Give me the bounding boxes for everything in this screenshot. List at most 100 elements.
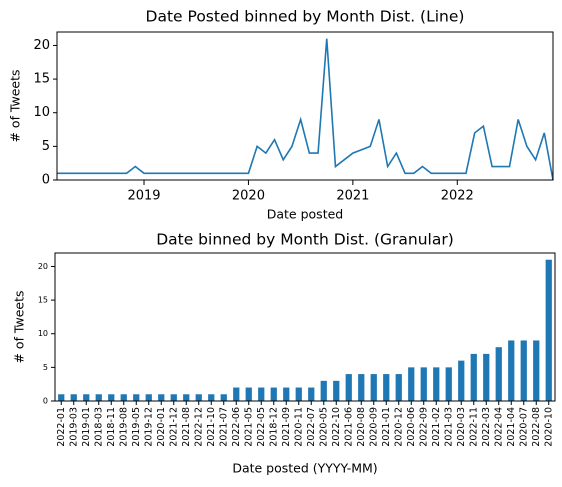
y-tick-label: 15 xyxy=(33,72,50,87)
y-tick-label: 5 xyxy=(43,363,48,372)
chart-title: Date Posted binned by Month Dist. (Line) xyxy=(146,8,465,26)
x-tick-label: 2019-12 xyxy=(143,407,154,447)
x-tick-label: 2022-12 xyxy=(193,407,204,447)
x-tick-label: 2021-04 xyxy=(506,407,517,447)
bar xyxy=(545,259,552,401)
bar xyxy=(445,367,452,401)
x-tick-label: 2022-11 xyxy=(468,407,479,447)
x-tick-label: 2021-05 xyxy=(243,407,254,447)
bar xyxy=(120,394,127,401)
x-tick-label: 2022-07 xyxy=(306,407,317,447)
bar xyxy=(220,394,227,401)
bar xyxy=(420,367,427,401)
line xyxy=(57,38,554,181)
x-tick-label: 2018-12 xyxy=(268,407,279,447)
plot-frame xyxy=(54,252,556,402)
x-tick-label: 2020-01 xyxy=(156,407,167,447)
x-tick-label: 2019-01 xyxy=(81,407,92,447)
bar xyxy=(458,360,465,401)
x-tick-label: 2022-03 xyxy=(481,407,492,447)
bar xyxy=(345,374,352,401)
y-tick-label: 20 xyxy=(38,262,48,271)
x-tick-label: 2020 xyxy=(232,189,265,204)
bar xyxy=(108,394,115,401)
x-tick-label: 2020-10 xyxy=(543,407,554,447)
y-tick-label: 5 xyxy=(42,139,50,154)
bar xyxy=(383,374,390,401)
x-tick-label: 2020-09 xyxy=(368,407,379,447)
bar xyxy=(333,380,340,401)
bar xyxy=(520,340,527,401)
x-tick-label: 2022-04 xyxy=(493,407,504,447)
bar xyxy=(370,374,377,401)
x-tick-label: 2022-05 xyxy=(256,407,267,447)
bar xyxy=(233,387,240,401)
y-tick-label: 0 xyxy=(42,173,50,188)
x-tick-label: 2022-10 xyxy=(331,407,342,447)
bar xyxy=(470,353,477,401)
plot-frame xyxy=(56,31,554,181)
bar xyxy=(208,394,215,401)
x-axis-label: Date posted (YYYY-MM) xyxy=(232,461,377,476)
bar xyxy=(395,374,402,401)
x-tick-label: 2021-01 xyxy=(381,407,392,447)
x-tick-label: 2018-03 xyxy=(93,407,104,447)
x-tick-label: 2022-08 xyxy=(531,407,542,447)
y-tick-label: 10 xyxy=(38,329,48,338)
x-tick-label: 2021-07 xyxy=(218,407,229,447)
bar xyxy=(283,387,290,401)
bar xyxy=(95,394,102,401)
bar xyxy=(508,340,515,401)
bar xyxy=(433,367,440,401)
bar xyxy=(183,394,190,401)
x-tick-label: 2020-11 xyxy=(293,407,304,447)
x-tick-label: 2022-01 xyxy=(56,407,67,447)
y-tick-label: 0 xyxy=(43,397,48,406)
bar xyxy=(195,394,202,401)
x-tick-label: 2021-02 xyxy=(431,407,442,447)
x-tick-label: 2021-06 xyxy=(343,407,354,447)
x-tick-label: 2020-03 xyxy=(456,407,467,447)
x-tick-label: 2022-06 xyxy=(231,407,242,447)
bar xyxy=(308,387,315,401)
x-tick-label: 2020-07 xyxy=(518,407,529,447)
bar xyxy=(170,394,177,401)
y-tick-label: 10 xyxy=(33,105,50,120)
x-tick-label: 2021-10 xyxy=(206,407,217,447)
x-tick-label: 2019-03 xyxy=(68,407,79,447)
bar xyxy=(495,347,502,401)
bar xyxy=(408,367,415,401)
x-tick-label: 2021-09 xyxy=(281,407,292,447)
x-tick-label: 2020-12 xyxy=(393,407,404,447)
bar xyxy=(270,387,277,401)
bar xyxy=(70,394,77,401)
bar xyxy=(533,340,540,401)
x-tick-label: 2020-06 xyxy=(406,407,417,447)
x-tick-label: 2019 xyxy=(127,189,160,204)
x-tick-label: 2020-05 xyxy=(318,407,329,447)
bar xyxy=(320,380,327,401)
x-tick-label: 2021-03 xyxy=(443,407,454,447)
y-axis-label: # of Tweets xyxy=(12,290,27,363)
x-tick-label: 2022 xyxy=(441,189,474,204)
x-tick-label: 2021-12 xyxy=(168,407,179,447)
x-tick-label: 2021-08 xyxy=(181,407,192,447)
bar xyxy=(358,374,365,401)
chart-title: Date binned by Month Dist. (Granular) xyxy=(156,231,454,249)
x-tick-label: 2018-11 xyxy=(106,407,117,447)
bar xyxy=(295,387,302,401)
bar xyxy=(245,387,252,401)
bar xyxy=(258,387,265,401)
bar xyxy=(133,394,140,401)
x-tick-label: 2019-08 xyxy=(118,407,129,447)
x-axis-label: Date posted xyxy=(267,207,343,222)
bar xyxy=(158,394,165,401)
x-tick-label: 2020-08 xyxy=(356,407,367,447)
y-tick-label: 20 xyxy=(33,38,50,53)
bar xyxy=(83,394,90,401)
y-axis-label: # of Tweets xyxy=(8,69,23,142)
x-tick-label: 2022-09 xyxy=(418,407,429,447)
bar xyxy=(58,394,65,401)
x-tick-label: 2021 xyxy=(336,189,369,204)
